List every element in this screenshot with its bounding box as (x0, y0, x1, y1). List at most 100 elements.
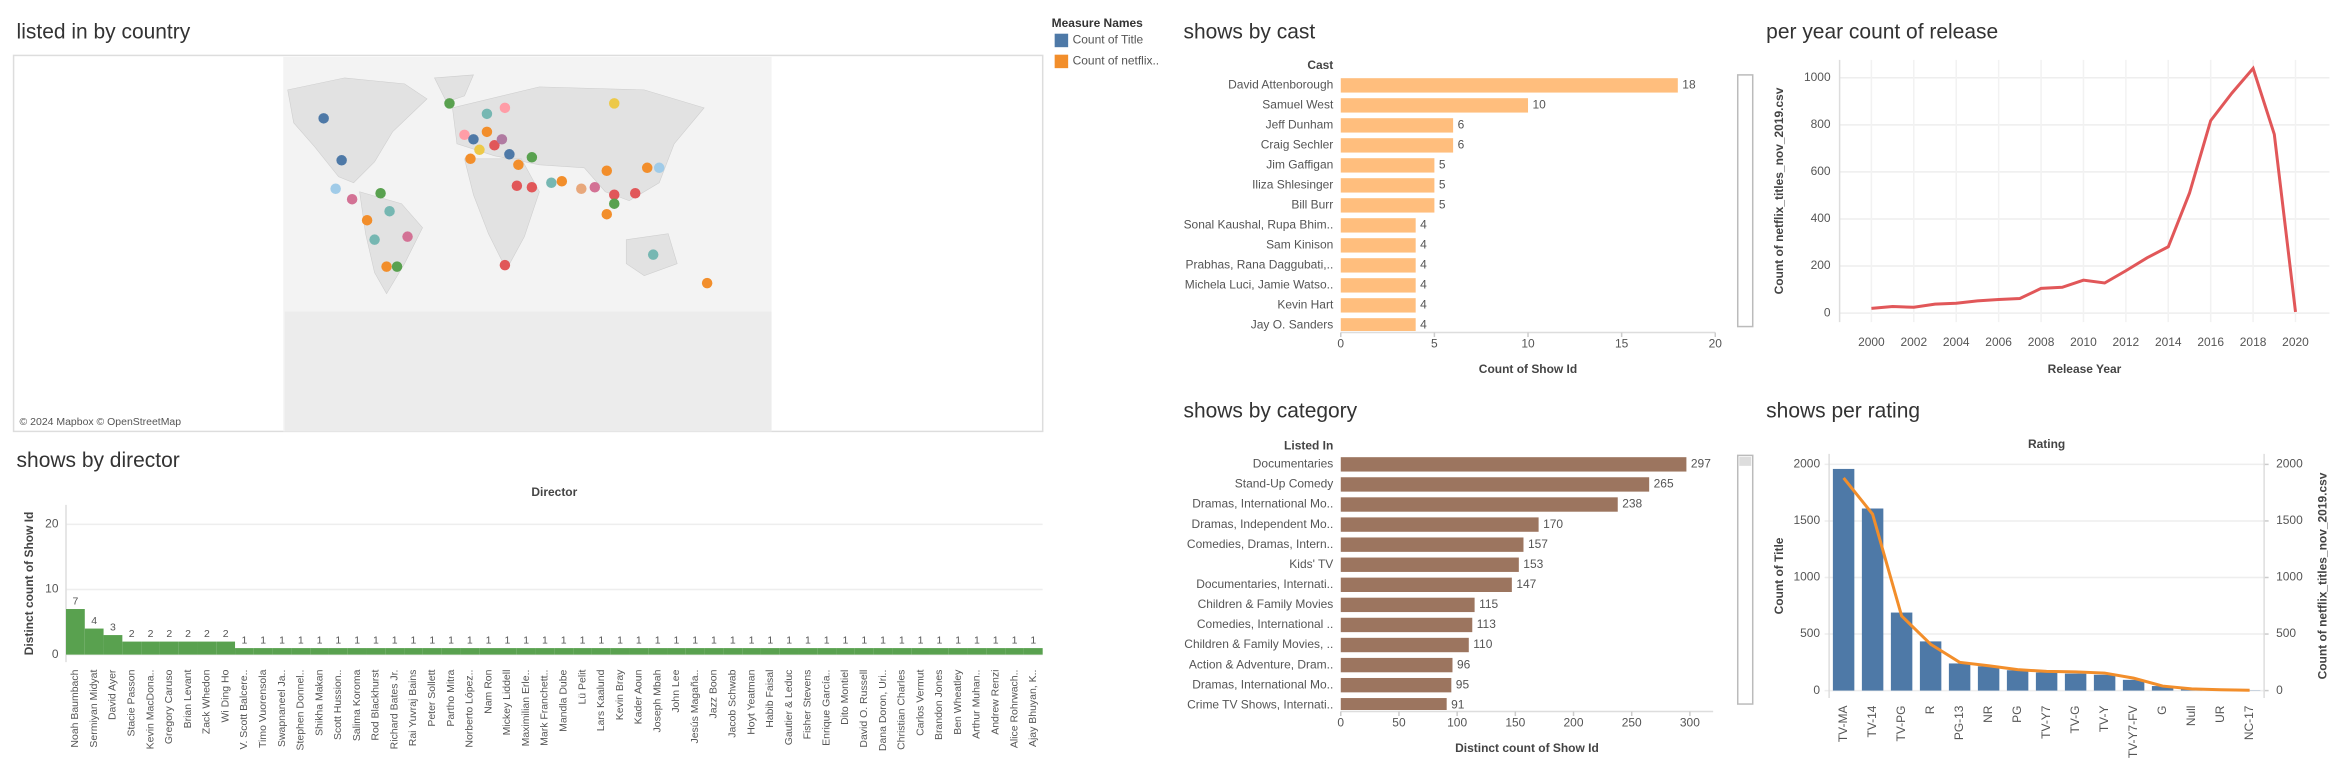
x-tick-label: Alice Rohrwach.. (1009, 670, 1020, 749)
country-marker[interactable] (629, 187, 641, 199)
country-marker[interactable] (653, 162, 665, 174)
country-marker[interactable] (402, 231, 413, 242)
bar (967, 648, 987, 655)
country-marker[interactable] (701, 277, 713, 289)
value-label: 1 (467, 635, 473, 646)
country-marker[interactable] (465, 153, 476, 165)
country-marker[interactable] (526, 182, 538, 193)
country-marker[interactable] (391, 261, 403, 272)
country-marker[interactable] (375, 187, 386, 199)
y2-axis-title: Count of netflix_titles_nov_2019.csv (2316, 472, 2330, 679)
x-tick-label: Stacie Passon (127, 669, 138, 736)
country-marker[interactable] (474, 144, 485, 156)
country-marker[interactable] (609, 189, 620, 200)
bar (1340, 138, 1454, 153)
x-tick-label: Enrique García.. (821, 670, 832, 746)
country-marker[interactable] (384, 205, 395, 217)
land (284, 74, 772, 432)
country-marker[interactable] (556, 176, 568, 187)
country-marker[interactable] (609, 98, 620, 109)
line (1842, 477, 2250, 692)
country-marker[interactable] (489, 140, 500, 151)
bar (554, 648, 574, 655)
country-marker[interactable] (330, 183, 341, 194)
value-label: 1 (636, 635, 642, 646)
value-label: 1 (805, 635, 811, 646)
value-label: 5 (1439, 198, 1446, 212)
country-marker[interactable] (526, 152, 538, 163)
scrollbars (1736, 74, 1754, 705)
scrollbar[interactable] (1736, 454, 1754, 705)
country-marker[interactable] (459, 129, 470, 141)
x-tick-label: John Lee (671, 669, 682, 712)
bar (1340, 637, 1469, 653)
x-tick-label: Richard Bates Jr. (389, 670, 400, 750)
country-marker[interactable] (513, 159, 524, 171)
category-label: Comedies, International .. (1197, 617, 1333, 631)
country-marker[interactable] (601, 165, 613, 177)
bar (1340, 497, 1618, 512)
scrollbar-thumb[interactable] (1739, 456, 1752, 466)
country-marker[interactable] (647, 249, 659, 260)
country-marker[interactable] (589, 182, 601, 193)
bar (1340, 698, 1447, 711)
country-marker[interactable] (601, 208, 613, 220)
country-marker[interactable] (318, 113, 329, 124)
category-label: Stand-Up Comedy (1235, 477, 1333, 491)
value-label: 1 (354, 635, 360, 646)
value-label: 1 (955, 635, 961, 646)
country-marker[interactable] (504, 149, 515, 160)
country-marker[interactable] (346, 193, 358, 205)
value-label: 4 (91, 616, 97, 627)
country-marker[interactable] (641, 162, 653, 174)
country-marker[interactable] (361, 214, 373, 226)
x-tick-label: Brandon Jones (934, 670, 945, 740)
bar (1340, 298, 1416, 313)
country-marker[interactable] (499, 259, 511, 271)
chart-title: shows by cast (1183, 21, 1315, 44)
country-marker[interactable] (546, 177, 557, 188)
value-label: 110 (1473, 637, 1492, 651)
x-tick-label: 10 (1521, 337, 1535, 351)
x-tick-label: Null (2184, 706, 2198, 727)
country-marker[interactable] (499, 102, 511, 114)
country-marker[interactable] (481, 108, 493, 120)
value-label: 4 (1420, 278, 1427, 292)
country-marker[interactable] (576, 183, 587, 194)
x-tick-label: 2012 (2113, 335, 2140, 349)
value-label: 1 (617, 635, 623, 646)
x-tick-label: Rai Yuvraj Bains (408, 670, 419, 747)
y2-tick-label: 1500 (2276, 513, 2303, 527)
country-marker[interactable] (381, 261, 392, 272)
x-tick-label: 2018 (2240, 335, 2267, 349)
value-label: 1 (486, 635, 492, 646)
country-marker[interactable] (609, 198, 620, 209)
category-label: Documentaries (1253, 457, 1334, 471)
y2-tick-label: 0 (2276, 683, 2283, 697)
bar (141, 641, 160, 655)
x-tick-label: Habib Faisal (765, 670, 776, 728)
value-label: 1 (580, 635, 586, 646)
value-label: 1 (711, 635, 717, 646)
scrollbar[interactable] (1736, 74, 1754, 328)
country-marker[interactable] (336, 155, 347, 166)
value-label: 1 (279, 635, 285, 646)
value-label: 1 (824, 635, 830, 646)
country-marker[interactable] (468, 134, 479, 145)
x-tick-label: Brian Levant (183, 670, 194, 729)
value-label: 2 (223, 629, 229, 640)
x-tick-label: PG (2010, 706, 2024, 723)
line (1871, 65, 2297, 313)
bar (1948, 663, 1971, 691)
country-marker[interactable] (444, 98, 455, 109)
value-label: 96 (1457, 657, 1471, 671)
country-marker[interactable] (496, 134, 508, 145)
chart-title: shows by director (17, 449, 180, 472)
x-tick-label: TV-Y7 (2039, 705, 2053, 739)
value-label: 1 (730, 635, 736, 646)
country-marker[interactable] (511, 180, 523, 191)
value-label: 1 (598, 635, 604, 646)
country-marker[interactable] (481, 126, 493, 138)
value-label: 1 (749, 635, 755, 646)
country-marker[interactable] (369, 234, 380, 245)
